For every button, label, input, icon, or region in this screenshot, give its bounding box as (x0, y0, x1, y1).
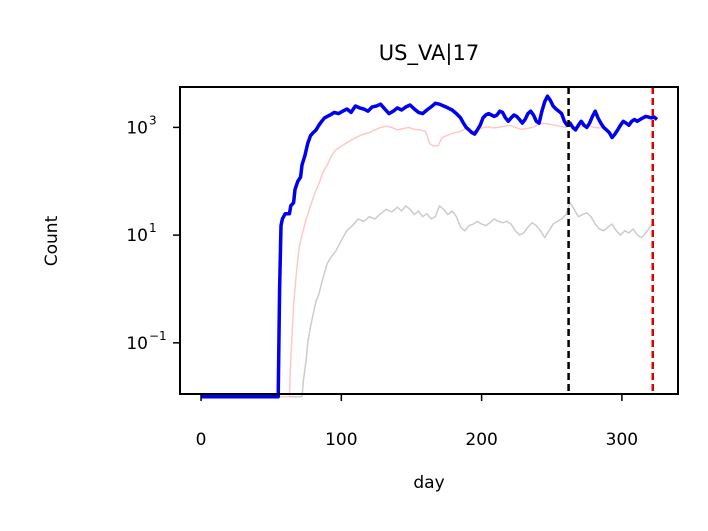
x-axis: 0 100 200 300 (196, 394, 638, 450)
y-tick-exponent: 3 (149, 113, 157, 127)
x-tick-label: 300 (606, 430, 638, 450)
y-tick-label: 10 (126, 118, 148, 138)
x-tick-label: 200 (465, 430, 497, 450)
y-tick-exponent: −1 (149, 329, 167, 343)
x-tick-label: 100 (325, 430, 357, 450)
plot-frame (179, 86, 679, 395)
series-line-2 (201, 122, 606, 398)
y-axis-label: Count (42, 215, 62, 266)
y-tick-label: 10 (126, 334, 148, 354)
x-tick-label: 0 (196, 430, 207, 450)
series-line-3 (201, 94, 659, 399)
x-axis-label: day (413, 473, 444, 493)
series-line-1 (201, 201, 656, 398)
y-tick-label: 10 (126, 226, 148, 246)
y-tick-exponent: 1 (149, 221, 157, 235)
chart-title: US_VA|17 (379, 41, 479, 66)
plot-area (201, 87, 659, 399)
